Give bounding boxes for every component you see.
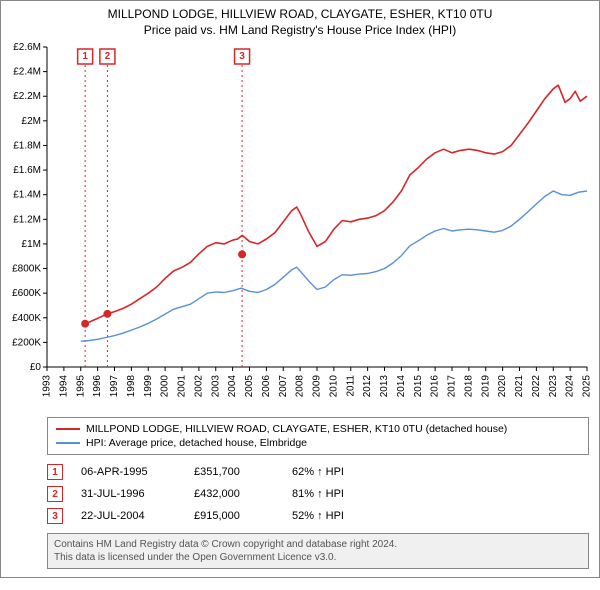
chart-area: £0 £200K £400K £600K £800K £1M £1.2M £1.4M £1.6M…: [1, 41, 599, 411]
x-tick-label: 2013: [379, 375, 390, 398]
sale-price: £915,000: [194, 510, 274, 522]
y-tick-label: £2.6M: [13, 42, 41, 53]
sale-marker-num: 1: [82, 51, 88, 62]
legend-label: MILLPOND LODGE, HILLVIEW ROAD, CLAYGATE,…: [86, 423, 507, 435]
x-tick-label: 2003: [210, 375, 221, 398]
sale-date: 22-JUL-2004: [81, 510, 176, 522]
sale-date: 06-APR-1995: [81, 466, 176, 478]
sale-dot: [238, 250, 246, 258]
x-tick-label: 2014: [396, 375, 407, 398]
sale-dot: [81, 320, 89, 328]
x-tick-label: 2011: [345, 375, 356, 397]
sales-table: 1 06-APR-1995 £351,700 62% ↑ HPI 2 31-JUL-199…: [47, 461, 589, 527]
x-tick-label: 2018: [463, 375, 474, 398]
x-tick-label: 2024: [565, 375, 576, 398]
sale-pct: 52% ↑ HPI: [292, 510, 392, 522]
sale-pct: 62% ↑ HPI: [292, 466, 392, 478]
sale-marker-num: 2: [105, 51, 111, 62]
x-tick-label: 2019: [480, 375, 491, 398]
legend-swatch: [56, 442, 80, 444]
chart-svg: £0 £200K £400K £600K £800K £1M £1.2M £1.4M £1.6M…: [1, 41, 599, 411]
y-tick-label: £2.4M: [13, 67, 41, 78]
x-tick-label: 2008: [295, 375, 306, 398]
legend: MILLPOND LODGE, HILLVIEW ROAD, CLAYGATE,…: [47, 417, 589, 455]
sale-num-box: 1: [47, 464, 63, 480]
footer-line2: This data is licensed under the Open Gov…: [54, 551, 582, 564]
legend-row: HPI: Average price, detached house, Elmb…: [56, 436, 580, 450]
sale-date: 31-JUL-1996: [81, 488, 176, 500]
x-tick-label: 2021: [514, 375, 525, 398]
x-tick-label: 2023: [548, 375, 559, 398]
x-tick-label: 2020: [497, 375, 508, 398]
x-tick-label: 2004: [227, 375, 238, 398]
sale-row: 1 06-APR-1995 £351,700 62% ↑ HPI: [47, 461, 589, 483]
y-tick-label: £1.6M: [13, 165, 41, 176]
y-tick-label: £800K: [12, 264, 41, 275]
title-address: MILLPOND LODGE, HILLVIEW ROAD, CLAYGATE,…: [9, 7, 591, 21]
sale-dot: [103, 310, 111, 318]
legend-row: MILLPOND LODGE, HILLVIEW ROAD, CLAYGATE,…: [56, 422, 580, 436]
y-tick-label: £1M: [22, 239, 41, 250]
x-tick-label: 1995: [75, 375, 86, 398]
x-tick-label: 2006: [261, 375, 272, 398]
x-tick-label: 2017: [447, 375, 458, 398]
sale-num-box: 3: [47, 508, 63, 524]
x-tick-label: 1996: [92, 375, 103, 398]
sale-num-box: 2: [47, 486, 63, 502]
x-tick-label: 2000: [160, 375, 171, 398]
legend-swatch: [56, 428, 80, 430]
title-block: MILLPOND LODGE, HILLVIEW ROAD, CLAYGATE,…: [1, 1, 599, 41]
sale-row: 3 22-JUL-2004 £915,000 52% ↑ HPI: [47, 505, 589, 527]
y-tick-label: £1.2M: [13, 214, 41, 225]
x-tick-label: 1997: [109, 375, 120, 398]
x-tick-label: 2001: [177, 375, 188, 398]
sale-pct: 81% ↑ HPI: [292, 488, 392, 500]
x-tick-label: 2022: [531, 375, 542, 398]
y-tick-label: £1.4M: [13, 190, 41, 201]
x-tick-label: 2012: [362, 375, 373, 398]
x-tick-label: 1998: [126, 375, 137, 398]
series-hpi: [81, 191, 587, 341]
x-tick-label: 1993: [42, 375, 53, 398]
sale-row: 2 31-JUL-1996 £432,000 81% ↑ HPI: [47, 483, 589, 505]
y-tick-label: £2.2M: [13, 91, 41, 102]
y-tick-label: £1.8M: [13, 140, 41, 151]
x-tick-label: 2002: [193, 375, 204, 398]
x-tick-label: 1999: [143, 375, 154, 398]
y-tick-label: £400K: [12, 313, 41, 324]
title-subtitle: Price paid vs. HM Land Registry's House …: [9, 23, 591, 37]
x-tick-label: 2010: [328, 375, 339, 398]
y-tick-label: £200K: [12, 337, 41, 348]
footer-line1: Contains HM Land Registry data © Crown c…: [54, 538, 582, 551]
footer-attribution: Contains HM Land Registry data © Crown c…: [47, 533, 589, 569]
legend-label: HPI: Average price, detached house, Elmb…: [86, 437, 307, 449]
x-tick-label: 2016: [430, 375, 441, 398]
x-tick-label: 2015: [413, 375, 424, 398]
y-tick-label: £2M: [22, 116, 41, 127]
x-tick-label: 2009: [312, 375, 323, 398]
x-tick-label: 1994: [58, 375, 69, 398]
sale-price: £432,000: [194, 488, 274, 500]
sale-price: £351,700: [194, 466, 274, 478]
x-tick-label: 2005: [244, 375, 255, 398]
x-tick-label: 2007: [278, 375, 289, 398]
chart-container: MILLPOND LODGE, HILLVIEW ROAD, CLAYGATE,…: [0, 0, 600, 578]
y-tick-label: £600K: [12, 288, 41, 299]
series-property: [85, 85, 587, 324]
y-tick-label: £0: [30, 362, 42, 373]
sale-marker-num: 3: [239, 51, 245, 62]
x-tick-label: 2025: [582, 375, 593, 398]
